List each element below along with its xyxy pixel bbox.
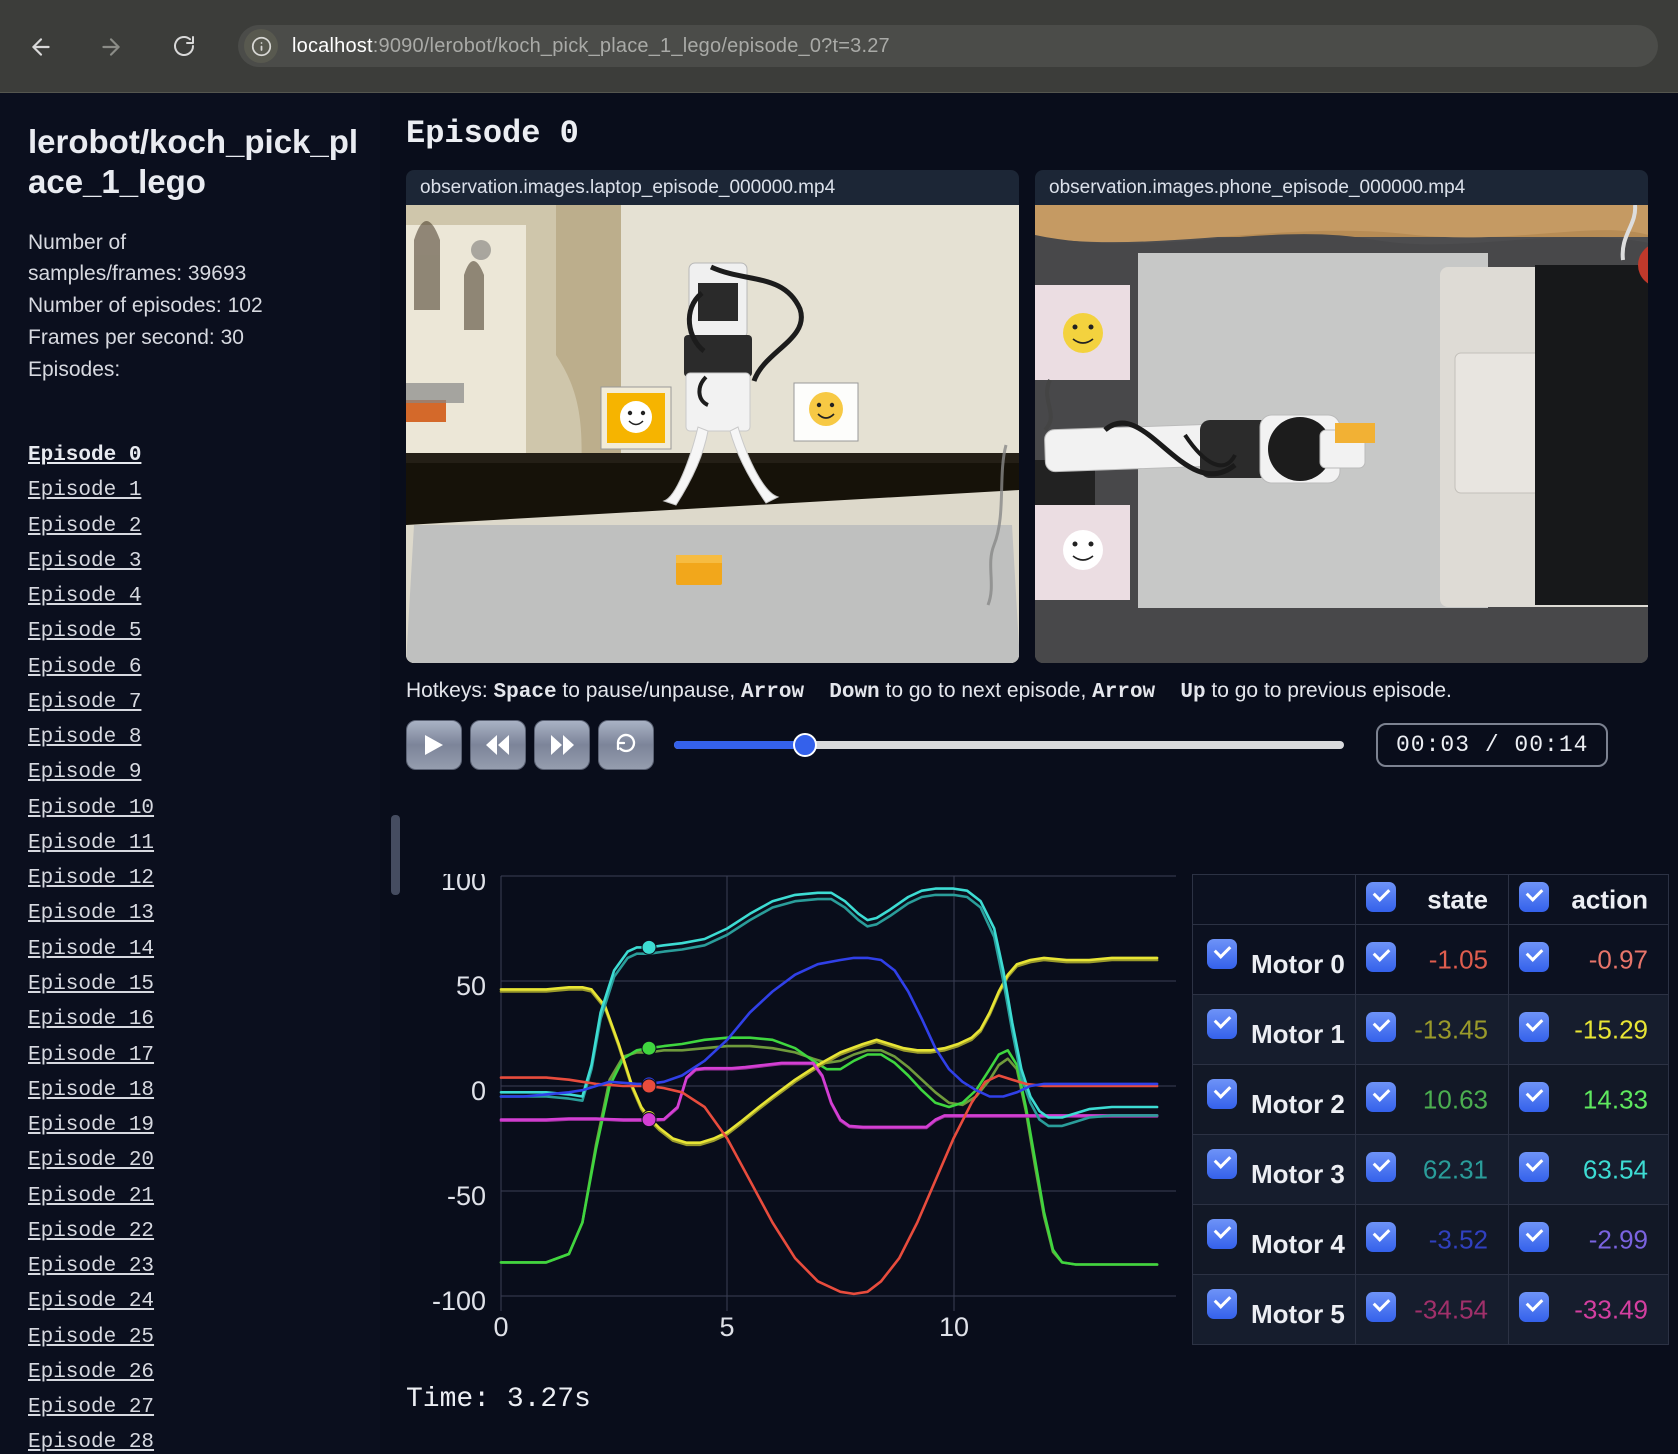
svg-text:10: 10	[939, 1312, 969, 1342]
svg-text:0: 0	[471, 1076, 486, 1106]
svg-text:0: 0	[493, 1312, 508, 1342]
svg-text:-50: -50	[447, 1181, 486, 1211]
svg-text:100: 100	[441, 874, 486, 896]
svg-text:5: 5	[719, 1312, 734, 1342]
svg-text:50: 50	[456, 971, 486, 1001]
svg-text:-100: -100	[432, 1286, 486, 1316]
